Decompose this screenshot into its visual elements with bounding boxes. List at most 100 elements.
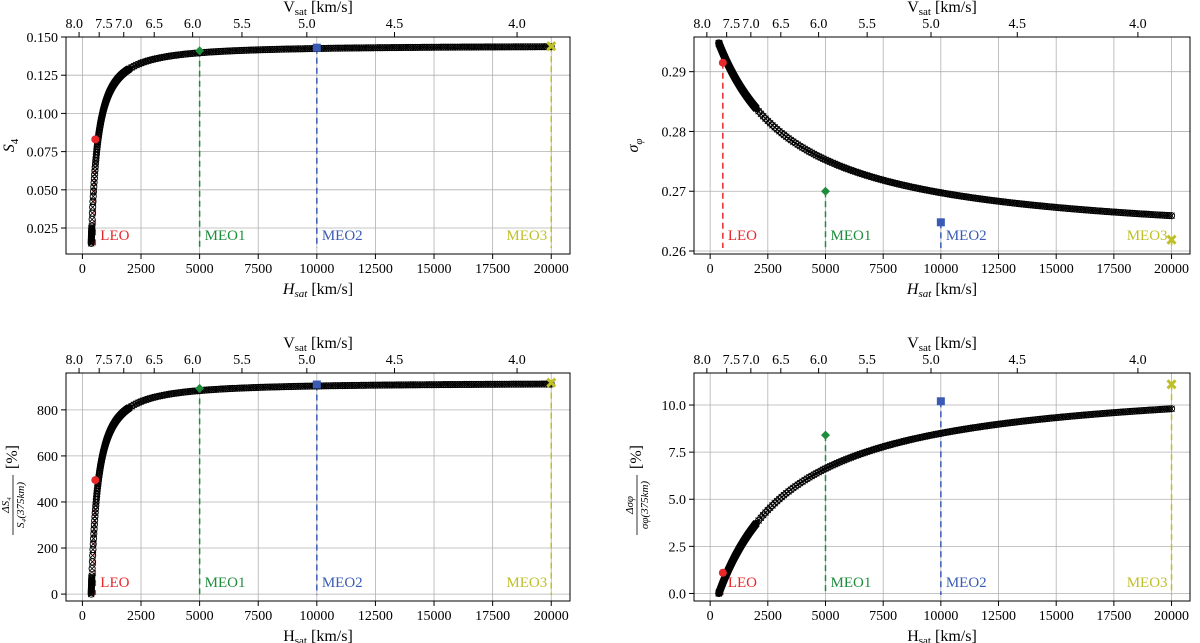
data-point-circle [1156, 405, 1164, 414]
data-point-circle [531, 380, 539, 388]
data-point-circle [89, 187, 98, 196]
data-point-circle [446, 43, 454, 51]
data-point-circle [1163, 405, 1171, 413]
data-point-circle [411, 43, 419, 51]
top-tick-label: 6.5 [145, 353, 163, 368]
y-tick-label: 0.29 [662, 66, 687, 81]
data-point-circle [524, 380, 532, 388]
plot-frame [65, 36, 571, 255]
grid [66, 36, 570, 254]
data-point-circle [292, 382, 300, 390]
x-tick-label: 12500 [358, 262, 393, 277]
data-point-circle [477, 380, 485, 388]
data-point-circle [383, 44, 391, 52]
data-point-cross [1165, 212, 1173, 219]
data-point-circle [526, 43, 534, 51]
top-tick-label: 4.5 [1009, 353, 1027, 368]
data-point-circle [503, 380, 511, 388]
top-tick-label: 7.0 [742, 17, 760, 32]
data-point-circle [439, 43, 447, 51]
data-point-circle [1154, 211, 1162, 219]
data-point-cross [88, 565, 96, 572]
data-point-cross [89, 558, 96, 566]
data-point-circle [1124, 209, 1132, 217]
data-point-circle [780, 491, 788, 499]
data-point-circle [1154, 406, 1162, 414]
data-point-circle [449, 380, 457, 389]
plot-frame [65, 372, 571, 602]
data-point-circle [299, 382, 307, 390]
top-tick-label: 8.0 [693, 353, 711, 368]
data-point-circle [1144, 210, 1153, 218]
orbit-label-meo2: MEO2 [946, 575, 987, 591]
data-point-circle [421, 381, 429, 389]
top-tick-label: 4.5 [386, 353, 404, 368]
y-axis-label-unit: [%] [4, 445, 21, 469]
data-point-circle [1167, 405, 1176, 413]
top-tick-label: 5.0 [298, 17, 316, 32]
data-point-circle [533, 43, 541, 51]
data-point-circle [465, 380, 473, 388]
data-series [87, 43, 555, 247]
data-point-circle [360, 44, 368, 52]
data-point-circle [1142, 210, 1150, 218]
data-point-circle [482, 380, 490, 388]
y-axis-label-denominator: S₄(375km) [15, 482, 27, 528]
data-point-circle [329, 382, 337, 390]
data-point-circle [451, 43, 459, 51]
data-point-circle [1165, 212, 1173, 220]
data-point-circle [364, 381, 372, 389]
data-point-circle [395, 381, 403, 389]
x-tick-label: 10000 [299, 609, 334, 624]
data-point-circle [514, 380, 522, 388]
top-tick-label: 8.0 [66, 353, 84, 368]
data-point-circle [460, 380, 469, 389]
data-point-circle [242, 46, 251, 54]
data-point-cross [88, 572, 96, 580]
data-point-circle [392, 381, 401, 389]
data-point-circle [294, 45, 302, 53]
data-point-circle [278, 45, 286, 53]
data-point-circle [381, 381, 389, 389]
data-point-circle [397, 43, 405, 52]
data-point-circle [245, 384, 253, 392]
data-point-cross [88, 224, 96, 232]
data-point-circle [755, 107, 763, 115]
data-point-circle [303, 382, 312, 390]
data-point-circle [254, 46, 262, 54]
data-point-circle [484, 43, 492, 51]
data-point-cross [89, 198, 97, 205]
data-point-circle [771, 499, 779, 507]
data-point-circle [475, 43, 483, 51]
orbit-label-meo2: MEO2 [322, 228, 363, 244]
data-point-circle [261, 46, 269, 54]
data-point-circle [472, 43, 480, 51]
data-point-circle [273, 45, 281, 53]
data-point-circle [224, 47, 232, 55]
data-point-circle [766, 504, 774, 512]
top-tick-label: 7.5 [723, 17, 741, 32]
y-axis-label-unit: [%] [628, 445, 645, 469]
data-point-circle [266, 383, 274, 391]
data-point-circle [1138, 407, 1146, 415]
data-point-circle [1165, 405, 1173, 413]
data-point-circle [512, 380, 520, 388]
data-point-circle [505, 43, 513, 51]
data-point-circle [268, 45, 276, 54]
x-tick-label: 15000 [417, 609, 452, 624]
x-axis-label: Hsat [km/s] [907, 628, 977, 643]
data-point-circle [759, 112, 767, 120]
x-tick-label: 12500 [981, 609, 1016, 624]
data-point-circle [435, 381, 443, 389]
data-point-circle [451, 380, 459, 389]
data-point-circle [355, 44, 363, 52]
data-point-circle [324, 44, 333, 52]
data-point-circle [1126, 209, 1134, 217]
data-point-circle [467, 380, 476, 388]
data-point-circle [231, 384, 239, 392]
data-point-circle [259, 383, 267, 391]
data-point-circle [90, 183, 98, 191]
top-tick-label: 5.0 [922, 353, 940, 368]
data-point-circle [418, 381, 426, 389]
